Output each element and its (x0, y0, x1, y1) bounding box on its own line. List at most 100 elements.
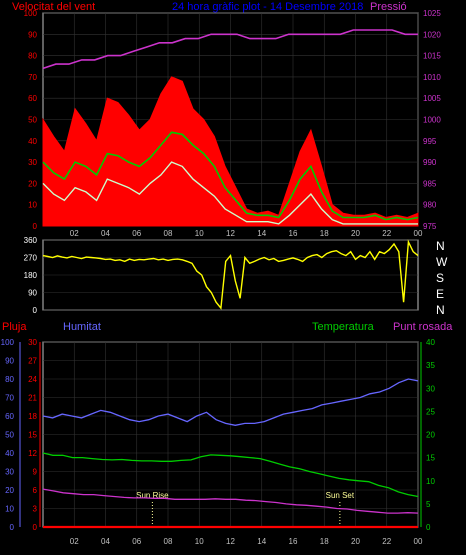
pressure-label: Pressió (370, 1, 407, 13)
x-tick-label: 02 (70, 537, 79, 546)
temperature-tick-label: 40 (426, 338, 435, 347)
x-tick-label: 22 (382, 229, 391, 238)
compass-label: N (436, 303, 445, 317)
direction-tick-label: 90 (28, 289, 37, 298)
wind-tick-label: 100 (24, 9, 38, 18)
x-tick-label: 04 (101, 537, 110, 546)
rain-tick-label: 30 (28, 338, 37, 347)
wind-speed-label: Velocitat del vent (12, 1, 95, 13)
rain-tick-label: 9 (33, 468, 38, 477)
wind-tick-label: 30 (28, 158, 37, 167)
temperature-series-line (42, 452, 419, 498)
x-tick-label: 10 (195, 229, 204, 238)
x-tick-label: 00 (414, 229, 423, 238)
wind-tick-label: 90 (28, 30, 37, 39)
humidity-tick-label: 30 (5, 468, 14, 477)
direction-tick-label: 0 (33, 306, 38, 315)
wind-tick-label: 50 (28, 116, 37, 125)
rain-tick-label: 21 (28, 394, 37, 403)
x-tick-label: 02 (70, 229, 79, 238)
wind-tick-label: 0 (33, 222, 38, 231)
temperature-tick-label: 20 (426, 431, 435, 440)
humidity-tick-label: 60 (5, 412, 14, 421)
humidity-tick-label: 0 (10, 523, 15, 532)
x-tick-label: 08 (164, 537, 173, 546)
wind-tick-label: 70 (28, 73, 37, 82)
rain-tick-label: 3 (33, 505, 38, 514)
wind-direction-series-line (42, 239, 419, 310)
pressure-tick-label: 1005 (423, 94, 441, 103)
dewpoint-label: Punt rosada (393, 321, 453, 333)
wind-tick-label: 80 (28, 52, 37, 61)
pressure-tick-label: 1010 (423, 73, 441, 82)
temperature-tick-label: 35 (426, 361, 435, 370)
x-tick-label: 16 (289, 229, 298, 238)
pressure-tick-label: 1000 (423, 116, 441, 125)
compass-label: N (436, 239, 445, 253)
x-tick-label: 06 (132, 537, 141, 546)
temperature-tick-label: 0 (426, 523, 431, 532)
x-tick-label: 10 (195, 537, 204, 546)
min-wind-series-line (42, 161, 418, 225)
wind-tick-label: 10 (28, 201, 37, 210)
compass-label: W (436, 255, 448, 269)
compass-label: S (436, 271, 444, 285)
sun-marker-label: Sun Rise (136, 491, 169, 500)
pressure-tick-label: 980 (423, 201, 437, 210)
humidity-tick-label: 20 (5, 486, 14, 495)
humidity-tick-label: 100 (1, 338, 15, 347)
humidity-tick-label: 70 (5, 394, 14, 403)
rain-tick-label: 0 (33, 523, 38, 532)
temperature-tick-label: 5 (426, 500, 431, 509)
wind-tick-label: 20 (28, 179, 37, 188)
x-tick-label: 20 (351, 229, 360, 238)
x-tick-label: 04 (101, 229, 110, 238)
pressure-tick-label: 995 (423, 137, 437, 146)
humidity-tick-label: 10 (5, 505, 14, 514)
rain-tick-label: 27 (28, 357, 37, 366)
pressure-tick-label: 985 (423, 179, 437, 188)
temperature-tick-label: 10 (426, 477, 435, 486)
dewpoint-series-line (42, 488, 419, 514)
compass-label: E (436, 287, 444, 301)
x-tick-label: 12 (226, 229, 235, 238)
x-tick-label: 06 (132, 229, 141, 238)
temperature-label: Temperatura (312, 321, 375, 333)
x-tick-label: 08 (164, 229, 173, 238)
x-tick-label: 18 (320, 229, 329, 238)
pressure-tick-label: 975 (423, 222, 437, 231)
gust-series-area (42, 76, 419, 227)
average-wind-series-line (42, 131, 419, 221)
x-tick-label: 18 (320, 537, 329, 546)
pressure-tick-label: 1025 (423, 9, 441, 18)
sun-marker-label: Sun Set (326, 491, 355, 500)
rain-tick-label: 15 (28, 431, 37, 440)
humidity-series-line (42, 378, 419, 426)
x-tick-label: 12 (226, 537, 235, 546)
x-tick-label: 22 (382, 537, 391, 546)
rain-tick-label: 18 (28, 412, 37, 421)
humidity-tick-label: 80 (5, 375, 14, 384)
x-tick-label: 16 (289, 537, 298, 546)
wind-tick-label: 60 (28, 94, 37, 103)
humidity-tick-label: 50 (5, 431, 14, 440)
x-tick-label: 20 (351, 537, 360, 546)
pressure-tick-label: 1020 (423, 30, 441, 39)
direction-tick-label: 270 (24, 254, 38, 263)
x-tick-label: 14 (257, 537, 266, 546)
temperature-tick-label: 30 (426, 384, 435, 393)
pressure-tick-label: 1015 (423, 52, 441, 61)
humidity-tick-label: 90 (5, 357, 14, 366)
wind-pressure-plot: 0102030405060708090100975980985990995100… (24, 9, 442, 238)
wind-tick-label: 40 (28, 137, 37, 146)
pressure-tick-label: 990 (423, 158, 437, 167)
pressure-series-line (42, 29, 418, 70)
temperature-tick-label: 15 (426, 454, 435, 463)
rain-label: Pluja (2, 321, 27, 333)
rain-tick-label: 12 (28, 449, 37, 458)
humidity-label: Humitat (63, 321, 101, 333)
rain-tick-label: 24 (28, 375, 37, 384)
chart-title: 24 hora gràfic plot - 14 Desembre 2018 (172, 1, 363, 13)
